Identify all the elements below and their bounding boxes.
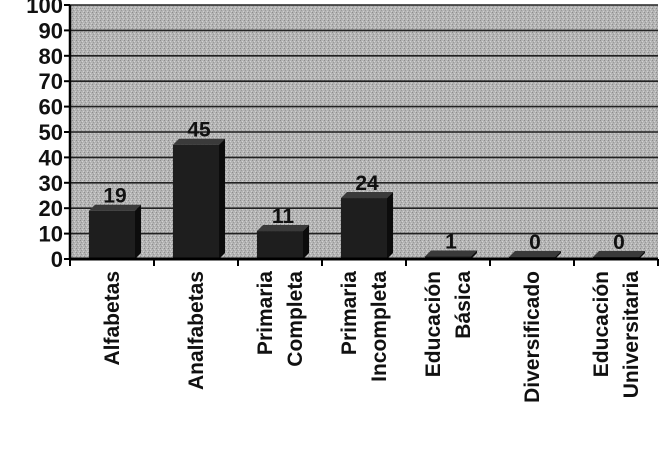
bar-top	[509, 251, 561, 257]
x-category-label: Completa	[284, 271, 307, 367]
y-tick-label: 30	[39, 171, 63, 196]
y-tick-label: 50	[39, 120, 63, 145]
bar-top	[89, 204, 141, 211]
x-category-label: Básica	[452, 271, 475, 339]
y-tick-label: 20	[39, 196, 63, 221]
bar	[89, 210, 135, 259]
bar-side	[471, 250, 477, 259]
bar-top	[425, 250, 477, 257]
y-tick-label: 40	[39, 145, 63, 170]
data-label: 24	[355, 172, 379, 195]
x-category-label: Incompleta	[368, 271, 391, 382]
bar-side	[555, 251, 561, 259]
bars	[89, 138, 645, 259]
x-category-label: Educación	[422, 271, 445, 377]
bar-top	[341, 192, 393, 199]
bar-side	[303, 225, 309, 259]
bar	[257, 231, 303, 259]
data-label: 0	[613, 231, 625, 254]
x-category-label: Alfabetas	[101, 271, 124, 366]
data-label: 19	[103, 185, 126, 208]
data-label: 11	[272, 205, 295, 228]
x-category-label: Analfabetas	[185, 271, 208, 390]
y-tick-label: 100	[26, 0, 63, 18]
data-labels: 19 45 11 24 1 0 0	[103, 119, 625, 254]
y-tick-label: 90	[39, 18, 63, 43]
data-label: 0	[529, 231, 541, 254]
bar-side	[219, 138, 225, 259]
bar-side	[387, 192, 393, 259]
bar-top	[173, 138, 225, 145]
x-category-label: Primaria	[338, 271, 361, 355]
bar-side	[135, 204, 141, 259]
x-category-label: Diversificado	[521, 271, 544, 403]
y-tick-label: 60	[39, 95, 63, 120]
bar	[341, 198, 387, 259]
y-tick-label: 0	[51, 247, 63, 272]
bar-top	[257, 225, 309, 232]
x-category-label: Universitaria	[620, 271, 643, 399]
y-tick-label: 70	[39, 69, 63, 94]
x-category-label: Educación	[590, 271, 613, 377]
data-label: 1	[445, 230, 457, 253]
data-label: 45	[187, 119, 211, 142]
y-tick-label: 80	[39, 44, 63, 69]
x-axis-labels: Alfabetas Analfabetas Primaria Completa Prim…	[101, 271, 643, 403]
bar-side	[639, 251, 645, 259]
y-tick-label: 10	[39, 222, 63, 247]
bar	[173, 144, 219, 259]
bar-top	[593, 251, 645, 257]
x-category-label: Primaria	[254, 271, 277, 355]
